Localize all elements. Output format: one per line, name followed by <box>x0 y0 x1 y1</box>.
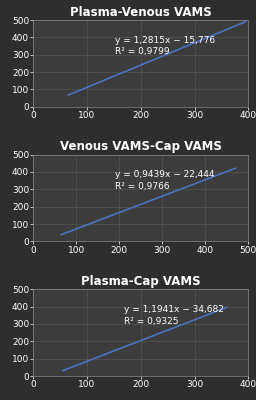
Text: y = 0,9439x − 22,444
R² = 0,9766: y = 0,9439x − 22,444 R² = 0,9766 <box>115 170 215 191</box>
Text: y = 1,1941x − 34,682
R² = 0,9325: y = 1,1941x − 34,682 R² = 0,9325 <box>124 305 223 326</box>
Title: Plasma-Cap VAMS: Plasma-Cap VAMS <box>81 275 201 288</box>
Title: Plasma-Venous VAMS: Plasma-Venous VAMS <box>70 6 212 19</box>
Title: Venous VAMS-Cap VAMS: Venous VAMS-Cap VAMS <box>60 140 222 154</box>
Text: y = 1,2815x − 15,776
R² = 0,9799: y = 1,2815x − 15,776 R² = 0,9799 <box>115 36 215 56</box>
